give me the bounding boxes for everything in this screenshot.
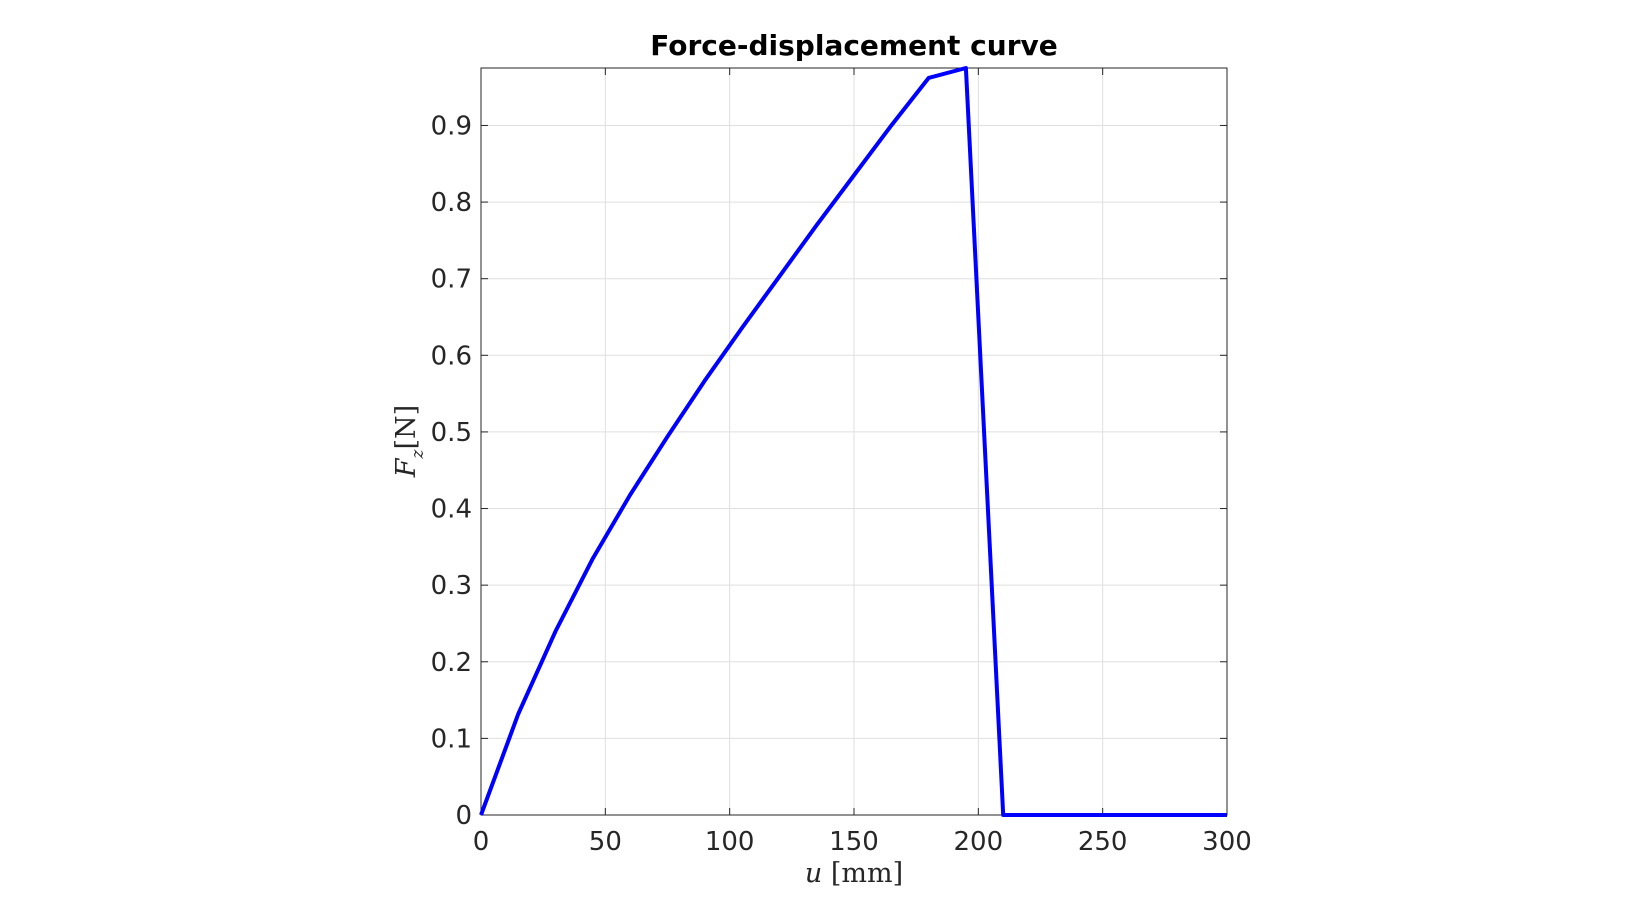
x-tick-label: 250 — [1078, 827, 1128, 857]
y-tick-label: 0.5 — [431, 418, 472, 448]
y-axis-subscript: z — [408, 448, 428, 459]
y-axis-unit: [N] — [391, 405, 422, 450]
y-tick-label: 0.6 — [431, 341, 472, 371]
y-tick-label: 0.4 — [431, 495, 472, 525]
y-axis-symbol: F — [391, 457, 422, 478]
grid-layer — [481, 68, 1227, 815]
y-tick-label: 0.2 — [431, 648, 472, 678]
series-layer — [479, 66, 1227, 817]
series-line-0 — [479, 66, 1227, 817]
y-tick-label: 0.9 — [431, 111, 472, 141]
x-tick-label: 200 — [954, 827, 1004, 857]
y-tick-label: 0 — [455, 801, 472, 831]
x-axis-unit: [mm] — [831, 858, 903, 889]
label-layer: 0 50 100 150 200 250 300 0 0.1 0.2 0.3 0.4 0.5 0.6 0.7… — [431, 111, 1252, 857]
chart-title: Force-displacement curve — [650, 29, 1058, 62]
x-tick-label: 0 — [473, 827, 490, 857]
y-tick-label: 0.8 — [431, 188, 472, 218]
x-tick-label: 50 — [589, 827, 622, 857]
y-tick-label: 0.3 — [431, 571, 472, 601]
y-tick-label: 0.7 — [431, 265, 472, 295]
y-axis-label: Fz[N] — [391, 405, 428, 478]
y-tick-label: 0.1 — [431, 724, 472, 754]
x-tick-label: 300 — [1202, 827, 1252, 857]
x-tick-label: 150 — [829, 827, 879, 857]
x-tick-label: 100 — [705, 827, 755, 857]
x-axis-symbol: u — [805, 858, 822, 889]
x-axis-label: u [mm] — [805, 858, 903, 889]
